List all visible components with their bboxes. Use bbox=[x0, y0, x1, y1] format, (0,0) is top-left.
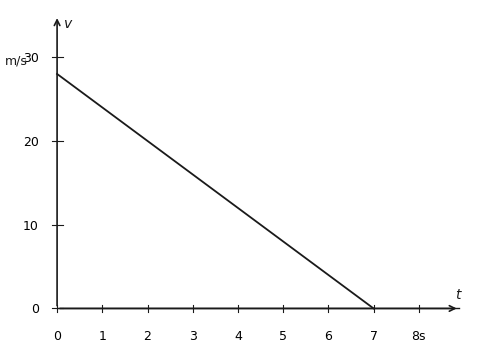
Text: t: t bbox=[455, 288, 460, 302]
Text: v: v bbox=[64, 17, 72, 31]
Text: m/s: m/s bbox=[5, 55, 28, 68]
